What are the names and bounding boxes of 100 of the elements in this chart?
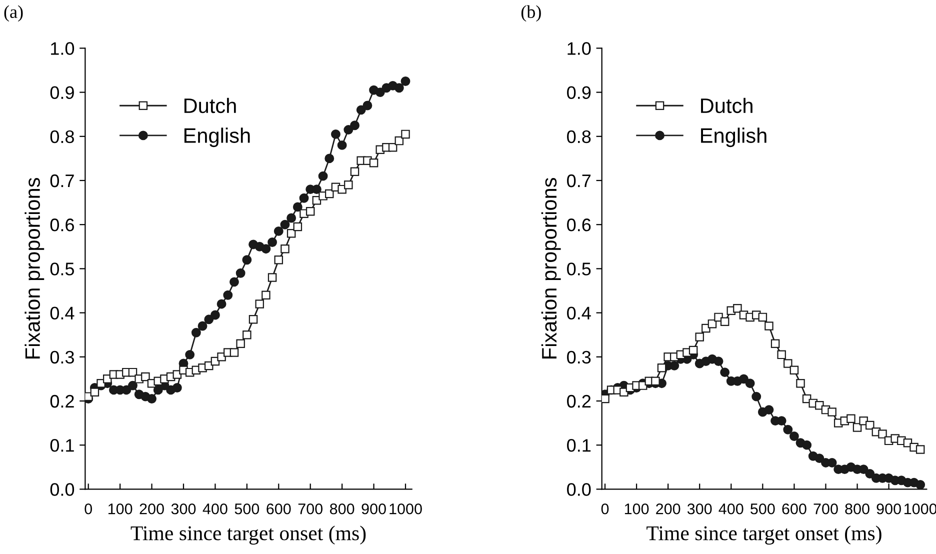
point [268,238,278,247]
point [198,321,208,331]
point [230,348,239,357]
y-tick-label: 0.4 [567,306,591,320]
y-tick-label: 0.5 [567,262,591,276]
y-tick-label: 0.2 [567,394,591,408]
point [280,220,290,230]
point [216,299,226,309]
x-tick-label: 0 [84,503,92,514]
x-tick-label: 1000 [390,503,422,514]
point [916,445,925,454]
point [274,226,284,236]
y-tick-label: 0.3 [567,350,591,364]
point [280,244,290,254]
chart-title: (a) [4,5,23,22]
point [720,368,730,378]
point [375,88,385,98]
point [337,140,347,150]
point [814,454,824,464]
point [802,440,812,450]
point [400,76,410,86]
x-tick-label: 900 [876,503,901,514]
point [128,380,138,390]
point [657,364,666,372]
point [191,328,201,338]
point [916,480,926,490]
point [827,458,837,468]
x-tick-label: 0 [601,503,609,514]
point [242,255,252,265]
point [878,430,887,438]
point [356,105,366,115]
point [236,268,246,278]
point [122,385,132,395]
point [733,304,742,313]
point [784,359,792,368]
point [350,167,360,176]
x-tick-label: 500 [234,503,260,514]
point [185,350,195,360]
point [344,180,353,190]
point [324,154,334,164]
x-tick-label: 100 [108,503,132,514]
point [401,130,410,139]
point [739,374,748,384]
y-tick-label: 0.7 [567,174,591,188]
point [172,383,182,392]
x-tick-label: 100 [624,503,649,514]
point [362,100,372,110]
point [714,356,724,366]
point [777,350,786,360]
point [147,394,156,404]
y-axis-title: Fixation proportions [24,178,44,358]
point [242,330,252,340]
point [764,322,774,330]
x-axis-title: Time since target onset (ms) [130,526,366,545]
point [90,388,100,397]
legend-label: Dutch [701,98,752,114]
point [789,432,799,441]
point [292,202,302,212]
point [828,408,836,416]
point [758,312,768,322]
point [764,405,774,415]
point [261,244,271,254]
point [255,300,264,308]
point [752,392,762,402]
legend-label: English [184,128,250,148]
point [670,360,680,370]
point [602,394,610,404]
point [866,420,874,430]
x-tick-label: 300 [687,503,712,514]
point [388,143,398,152]
point [344,125,354,134]
y-tick-label: 0.0 [50,483,74,496]
point [210,310,220,320]
x-tick-label: 200 [140,503,164,514]
point [306,206,315,216]
y-tick-label: 0.4 [50,306,74,320]
y-tick-label: 1.0 [51,42,74,55]
x-tick-label: 300 [171,503,196,514]
x-tick-label: 600 [782,503,806,514]
x-tick-label: 900 [362,503,386,514]
y-tick-label: 1.0 [568,42,591,55]
point [776,416,786,426]
x-tick-label: 700 [814,503,838,514]
y-tick-label: 0.1 [50,439,74,452]
x-tick-label: 200 [656,503,680,514]
point [770,339,780,348]
y-axis-title: Fixation proportions [541,178,561,358]
point [846,414,856,423]
y-tick-label: 0.5 [50,262,74,276]
point [236,339,245,348]
point [293,222,302,232]
y-tick-label: 0.6 [567,218,591,232]
point [318,171,328,181]
y-tick-label: 0.8 [567,130,591,144]
point [299,193,309,203]
point [638,381,648,390]
x-tick-label: 800 [330,503,354,514]
point [325,189,334,198]
point [248,315,258,324]
point [230,277,239,287]
